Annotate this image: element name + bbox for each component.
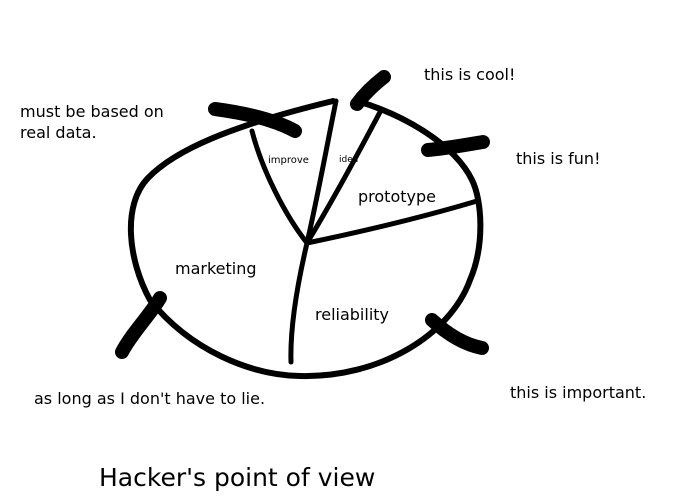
pointer-real-data: [208, 102, 302, 138]
section-prototype-label: prototype: [358, 187, 436, 206]
spoke-prototype-reliability: [304, 198, 480, 246]
annotation-real-data-line2: real data.: [20, 123, 97, 142]
pie-outline: [128, 98, 484, 380]
section-marketing-label: marketing: [175, 259, 257, 278]
pointer-important: [425, 313, 489, 355]
pointer-cool: [350, 70, 391, 111]
annotation-real-data-line1: must be based on: [20, 102, 164, 121]
annotation-lie: as long as I don't have to lie.: [34, 389, 265, 408]
section-improve-label: improve: [268, 155, 309, 166]
annotation-important: this is important.: [510, 383, 646, 402]
annotation-fun: this is fun!: [516, 149, 600, 168]
annotation-cool: this is cool!: [424, 65, 515, 84]
pointer-lie: [115, 291, 167, 359]
section-idea-label: idea: [339, 155, 358, 165]
spoke-marketing-reliability: [288, 240, 310, 365]
section-reliability-label: reliability: [315, 305, 389, 324]
spoke-improve-left: [249, 128, 310, 246]
diagram-title: Hacker's point of view: [99, 463, 375, 492]
spoke-improve-idea: [304, 98, 339, 246]
pointer-fun: [421, 135, 490, 157]
spoke-idea-prototype: [304, 109, 383, 246]
